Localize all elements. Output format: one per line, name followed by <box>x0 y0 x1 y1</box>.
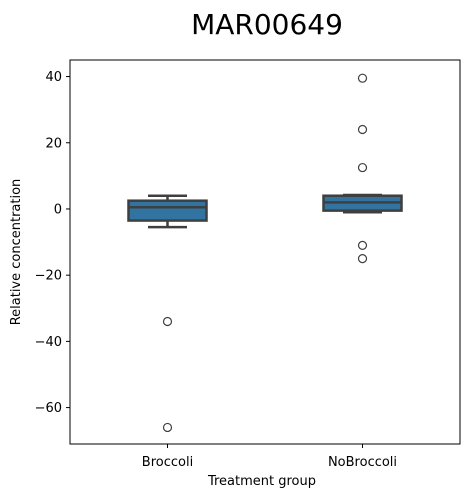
y-tick-label: 20 <box>45 136 62 151</box>
y-tick-label: −60 <box>35 401 62 416</box>
y-axis-label: Relative concentration <box>9 179 24 326</box>
x-tick-label: Broccoli <box>142 455 193 470</box>
outlier-point <box>357 240 368 250</box>
y-tick-label: −40 <box>35 335 62 350</box>
outlier-point <box>357 162 368 173</box>
outlier-point <box>357 124 368 135</box>
box-nobroccoli <box>322 73 403 264</box>
chart-title: MAR00649 <box>191 8 343 41</box>
y-tick-label: −20 <box>35 269 62 284</box>
x-tick-label: NoBroccoli <box>328 455 397 470</box>
outlier-point <box>357 73 368 83</box>
x-axis-label: Treatment group <box>207 474 316 489</box>
outlier-point <box>162 422 173 433</box>
iqr-box <box>127 199 208 222</box>
x-axis: Broccoli NoBroccoli <box>142 444 397 470</box>
y-tick-label: 0 <box>54 202 62 217</box>
y-tick-label: 40 <box>45 70 62 85</box>
box-broccoli <box>127 194 208 433</box>
outlier-point <box>162 316 173 327</box>
outlier-point <box>357 254 368 264</box>
plot-frame <box>69 59 461 445</box>
boxes <box>127 73 403 433</box>
y-axis: 40 20 0 −20 −40 −60 <box>35 70 70 416</box>
